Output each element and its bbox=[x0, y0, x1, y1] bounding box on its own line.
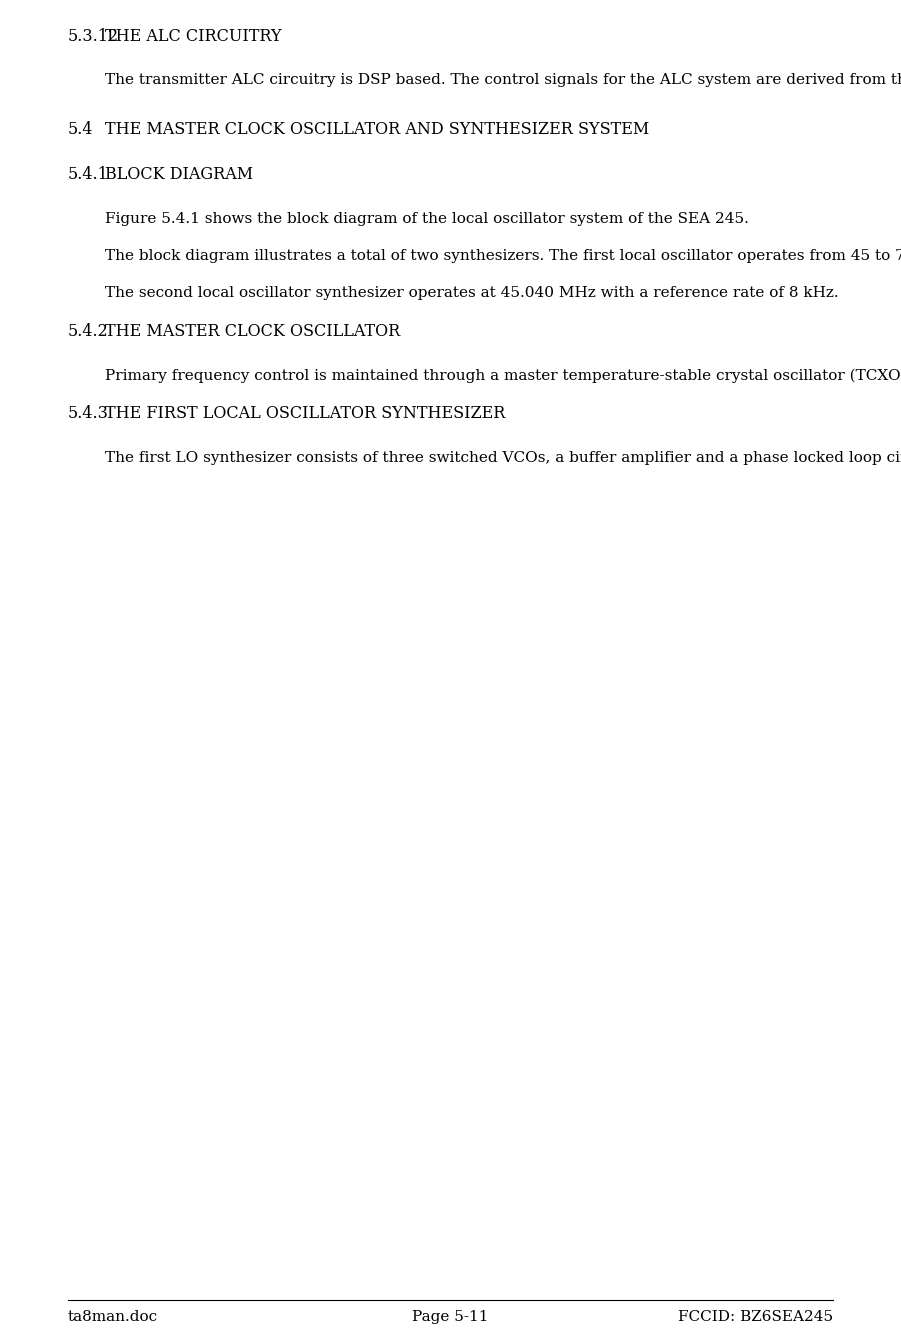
Text: The first LO synthesizer consists of three switched VCOs, a buffer amplifier and: The first LO synthesizer consists of thr… bbox=[105, 450, 901, 465]
Text: 5.4.1: 5.4.1 bbox=[68, 167, 109, 184]
Text: The second local oscillator synthesizer operates at 45.040 MHz with a reference : The second local oscillator synthesizer … bbox=[105, 286, 839, 299]
Text: FCCID: BZ6SEA245: FCCID: BZ6SEA245 bbox=[678, 1309, 833, 1324]
Text: BLOCK DIAGRAM: BLOCK DIAGRAM bbox=[105, 167, 253, 184]
Text: ta8man.doc: ta8man.doc bbox=[68, 1309, 158, 1324]
Text: 5.3.12: 5.3.12 bbox=[68, 28, 119, 46]
Text: THE MASTER CLOCK OSCILLATOR AND SYNTHESIZER SYSTEM: THE MASTER CLOCK OSCILLATOR AND SYNTHESI… bbox=[105, 121, 650, 138]
Text: Figure 5.4.1 shows the block diagram of the local oscillator system of the SEA 2: Figure 5.4.1 shows the block diagram of … bbox=[105, 212, 749, 226]
Text: THE MASTER CLOCK OSCILLATOR: THE MASTER CLOCK OSCILLATOR bbox=[105, 324, 400, 340]
Text: 5.4.3: 5.4.3 bbox=[68, 406, 109, 423]
Text: 5.4: 5.4 bbox=[68, 121, 94, 138]
Text: THE FIRST LOCAL OSCILLATOR SYNTHESIZER: THE FIRST LOCAL OSCILLATOR SYNTHESIZER bbox=[105, 406, 505, 423]
Text: Primary frequency control is maintained through a master temperature-stable crys: Primary frequency control is maintained … bbox=[105, 368, 901, 383]
Text: The transmitter ALC circuitry is DSP based. The control signals for the ALC syst: The transmitter ALC circuitry is DSP bas… bbox=[105, 73, 901, 87]
Text: 5.4.2: 5.4.2 bbox=[68, 324, 109, 340]
Text: Page 5-11: Page 5-11 bbox=[413, 1309, 488, 1324]
Text: The block diagram illustrates a total of two synthesizers. The first local oscil: The block diagram illustrates a total of… bbox=[105, 248, 901, 263]
Text: THE ALC CIRCUITRY: THE ALC CIRCUITRY bbox=[105, 28, 282, 46]
